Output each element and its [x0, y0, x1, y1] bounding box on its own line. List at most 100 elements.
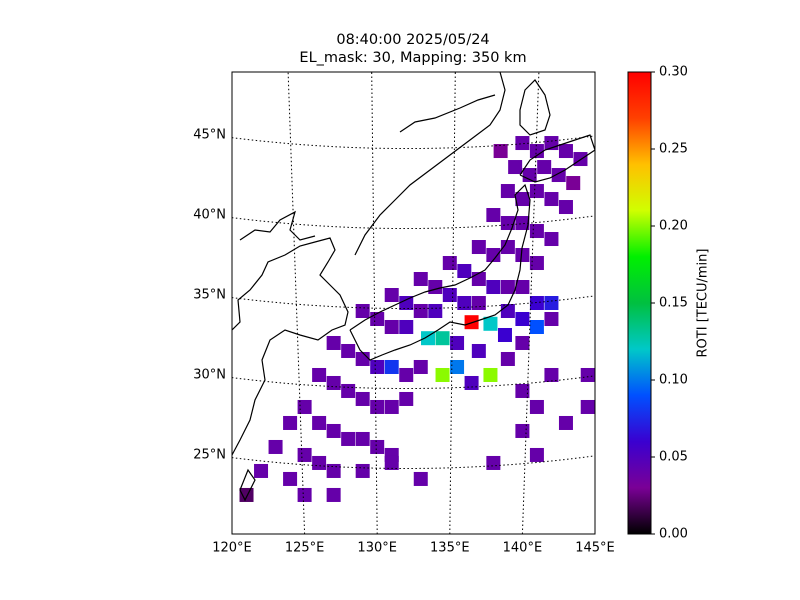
coastline — [519, 134, 595, 183]
roti-cell — [558, 200, 573, 215]
roti-cell — [326, 463, 341, 478]
roti-cell — [500, 351, 515, 366]
roti-cell — [326, 423, 341, 438]
roti-cell — [529, 256, 544, 271]
x-tick-label: 140°E — [503, 541, 543, 556]
map-area — [232, 72, 595, 534]
coastline — [232, 237, 349, 456]
roti-cell — [471, 296, 486, 310]
coastline — [239, 468, 256, 502]
roti-cell — [558, 144, 573, 159]
roti-cell — [515, 192, 530, 207]
colorbar-tick-label: 0.30 — [659, 65, 688, 80]
roti-cell — [515, 136, 530, 151]
roti-cell — [515, 311, 530, 326]
roti-cell — [529, 399, 544, 414]
roti-cell — [558, 415, 573, 430]
y-tick-label: 25°N — [193, 447, 226, 462]
roti-cell — [497, 327, 512, 342]
roti-cell — [312, 367, 327, 382]
roti-cell — [384, 455, 399, 470]
roti-cell — [326, 335, 341, 350]
coastline — [354, 72, 506, 256]
roti-cell — [399, 391, 414, 406]
roti-cell — [537, 160, 552, 175]
x-tick-label: 135°E — [430, 541, 470, 556]
coastline — [239, 210, 316, 241]
roti-cell — [515, 335, 530, 350]
chart-subtitle: EL_mask: 30, Mapping: 350 km — [299, 50, 526, 66]
roti-cell — [326, 487, 341, 502]
roti-cell — [486, 248, 501, 263]
roti-cell — [370, 359, 385, 374]
roti-cell — [515, 383, 530, 398]
roti-cell — [566, 176, 581, 191]
roti-cell — [428, 280, 443, 295]
colorbar-label: ROTI [TECU/min] — [696, 249, 711, 358]
roti-cell — [529, 184, 544, 199]
roti-cell — [442, 256, 457, 271]
roti-cell — [471, 343, 486, 358]
colorbar-tick-label: 0.15 — [659, 296, 688, 311]
roti-cell — [544, 311, 559, 326]
roti-cell — [355, 351, 370, 366]
roti-cell — [355, 431, 370, 446]
roti-cell — [341, 431, 356, 446]
roti-cell — [297, 487, 312, 502]
roti-cell — [435, 331, 450, 346]
roti-cell — [450, 335, 465, 350]
roti-cell — [515, 423, 530, 438]
roti-cell — [413, 471, 428, 486]
roti-cell — [464, 375, 479, 390]
roti-cell — [529, 144, 544, 159]
roti-cell — [500, 184, 515, 199]
roti-cell — [399, 319, 414, 334]
roti-cell — [370, 399, 385, 414]
roti-cell — [471, 272, 486, 287]
roti-cell — [355, 463, 370, 478]
roti-cell — [341, 383, 356, 398]
meridian — [521, 72, 540, 534]
colorbar-tick-label: 0.10 — [659, 373, 688, 388]
roti-cell — [370, 439, 385, 454]
y-tick-label: 30°N — [193, 367, 226, 382]
parallel — [232, 455, 595, 469]
roti-cell — [384, 399, 399, 414]
roti-cell — [457, 264, 472, 279]
roti-cell — [297, 399, 312, 414]
roti-cell — [268, 439, 283, 454]
roti-cell — [500, 303, 515, 318]
x-tick-label: 125°E — [285, 541, 325, 556]
roti-cell — [483, 367, 498, 382]
roti-cell — [355, 391, 370, 406]
roti-cell — [544, 367, 559, 382]
roti-cell — [428, 303, 443, 318]
roti-cell — [544, 192, 559, 207]
colorbar-tick-label: 0.05 — [659, 450, 688, 465]
roti-cell — [297, 447, 312, 462]
coastline — [399, 94, 496, 133]
roti-cell — [486, 280, 501, 295]
roti-cell — [471, 240, 486, 255]
roti-cell — [283, 471, 298, 486]
meridian — [594, 525, 595, 534]
roti-cell — [580, 399, 595, 414]
x-tick-label: 145°E — [575, 541, 615, 556]
y-tick-label: 45°N — [193, 128, 226, 143]
roti-cell — [515, 216, 530, 231]
roti-cell — [254, 463, 269, 478]
roti-cell — [544, 296, 559, 310]
roti-cell — [529, 319, 544, 334]
y-tick-label: 40°N — [193, 208, 226, 223]
roti-cell — [312, 455, 327, 470]
roti-cell — [341, 343, 356, 358]
coastline — [519, 79, 551, 136]
coastline — [349, 183, 531, 361]
roti-cell — [413, 359, 428, 374]
roti-cell — [413, 303, 428, 318]
coastlines — [232, 72, 595, 502]
roti-cell — [515, 248, 530, 263]
colorbar-tick-label: 0.00 — [659, 527, 688, 542]
map-frame — [231, 71, 596, 535]
